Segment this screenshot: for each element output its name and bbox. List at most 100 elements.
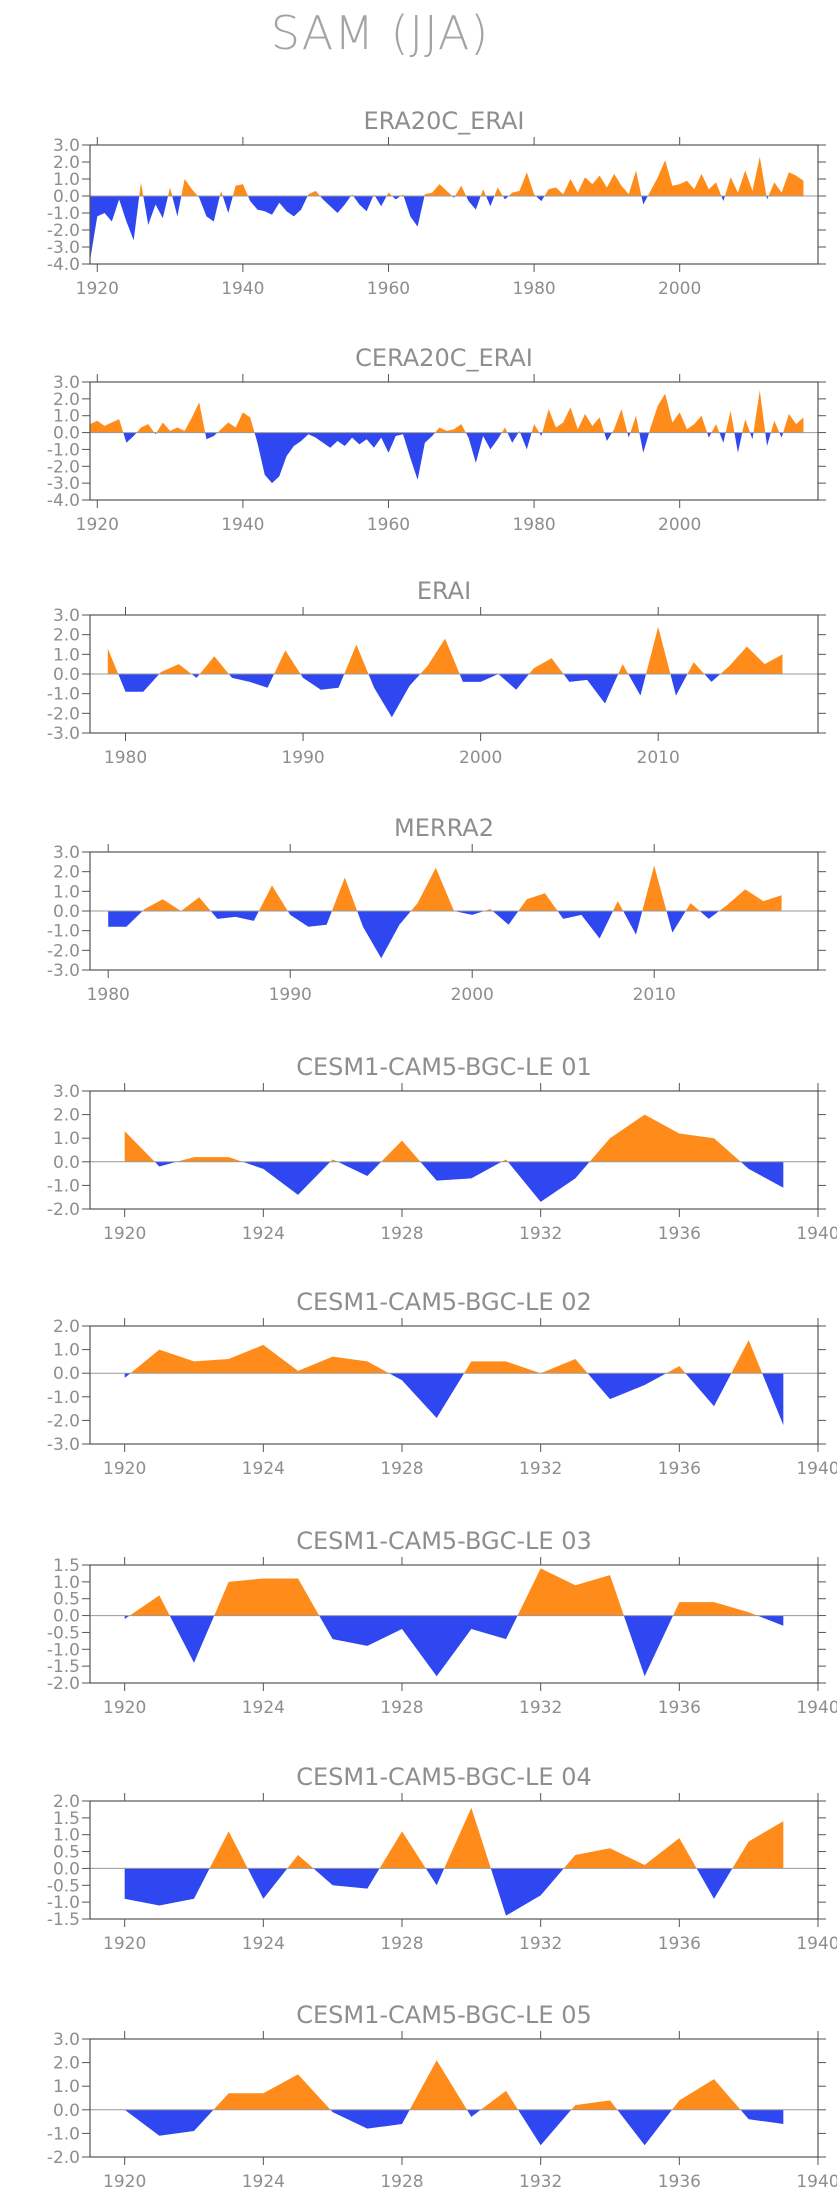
x-tick-label: 1928 bbox=[380, 1459, 423, 1479]
chart-panel-3: 3.02.01.00.0-1.0-2.0-3.0 1980 1990 2000 2010… bbox=[47, 577, 826, 768]
x-tick-label: 1980 bbox=[87, 985, 130, 1005]
y-tick-label: -4.0 bbox=[47, 491, 80, 511]
x-tick-label: 1924 bbox=[242, 1224, 285, 1244]
x-tick-label: 2000 bbox=[658, 515, 701, 535]
chart-panel-6: 2.0 1.0 0.0 -1.0 -2.0 -3.0 1920 1924 1928 1932 193… bbox=[47, 1288, 837, 1479]
x-tick-label: 1940 bbox=[796, 1224, 837, 1244]
y-tick-label: -1.5 bbox=[47, 1910, 80, 1930]
x-tick-label: 1940 bbox=[796, 1698, 837, 1718]
y-tick-label: 1.0 bbox=[53, 1826, 80, 1846]
positive-area bbox=[90, 390, 804, 433]
panel-title: ERAI bbox=[417, 577, 471, 605]
y-tick-label: -0.5 bbox=[47, 1876, 80, 1896]
x-tick-label: 1920 bbox=[103, 1698, 146, 1718]
x-tick-label: 1928 bbox=[380, 2172, 423, 2192]
y-tick-label: -2.0 bbox=[47, 704, 80, 724]
y-tick-label: 1.0 bbox=[53, 645, 80, 665]
plot-frame bbox=[89, 1564, 819, 1684]
x-tick-label: 1936 bbox=[658, 1698, 701, 1718]
y-tick-label: 3.0 bbox=[53, 136, 80, 156]
negative-area bbox=[124, 1615, 784, 1677]
x-tick-label: 2000 bbox=[459, 748, 502, 768]
y-tick-label: -0.5 bbox=[47, 1623, 80, 1643]
y-tick-label: -1.0 bbox=[47, 1388, 80, 1408]
y-tick-label: 0.0 bbox=[53, 424, 80, 444]
positive-area bbox=[124, 2060, 784, 2110]
y-tick-label: -3.0 bbox=[47, 724, 80, 744]
y-tick-label: 1.0 bbox=[53, 1341, 80, 1361]
x-tick-label: 1928 bbox=[380, 1224, 423, 1244]
x-tick-label: 1990 bbox=[281, 748, 324, 768]
chart-panel-9: 3.0 2.0 1.0 0.0 -1.0 -2.0 1920 1924 1928 1932 1936… bbox=[47, 2001, 837, 2192]
y-tick-label: 2.0 bbox=[53, 1792, 80, 1812]
panel-title: CESM1-CAM5-BGC-LE 04 bbox=[296, 1763, 592, 1791]
y-tick-label: 0.0 bbox=[53, 2101, 80, 2121]
y-tick-label: 3.0 bbox=[53, 843, 80, 863]
positive-area bbox=[90, 156, 804, 196]
y-tick-label: -3.0 bbox=[47, 474, 80, 494]
negative-area bbox=[124, 1868, 784, 1916]
panel-title: CESM1-CAM5-BGC-LE 05 bbox=[296, 2001, 592, 2029]
negative-area bbox=[124, 1161, 784, 1202]
y-tick-label: 0.5 bbox=[53, 1590, 80, 1610]
x-tick-label: 2010 bbox=[637, 748, 680, 768]
y-tick-label: -2.0 bbox=[47, 457, 80, 477]
y-tick-label: -2.0 bbox=[47, 221, 80, 241]
x-tick-label: 1936 bbox=[658, 1224, 701, 1244]
negative-area bbox=[90, 432, 804, 484]
y-tick-label: 2.0 bbox=[53, 1317, 80, 1337]
chart-panel-4: 3.02.01.00.0-1.0-2.0-3.0 1980 1990 2000 2010… bbox=[47, 814, 826, 1005]
y-tick-label: 0.0 bbox=[53, 1607, 80, 1627]
x-tick-label: 2010 bbox=[633, 985, 676, 1005]
x-tick-label: 1990 bbox=[269, 985, 312, 1005]
x-tick-label: 1924 bbox=[242, 1934, 285, 1954]
y-tick-label: 2.0 bbox=[53, 153, 80, 173]
y-tick-label: 2.0 bbox=[53, 2054, 80, 2074]
plot-frame bbox=[89, 1800, 819, 1920]
y-tick-label: 0.0 bbox=[53, 1859, 80, 1879]
x-tick-label: 1924 bbox=[242, 2172, 285, 2192]
y-tick-label: 3.0 bbox=[53, 606, 80, 626]
x-tick-label: 1928 bbox=[380, 1934, 423, 1954]
y-tick-label: -1.0 bbox=[47, 1176, 80, 1196]
y-tick-label: 0.0 bbox=[53, 665, 80, 685]
y-tick-label: 3.0 bbox=[53, 2030, 80, 2050]
x-tick-label: 1960 bbox=[367, 515, 410, 535]
chart-panel-8: 2.01.51.00.50.0-0.5-1.0-1.5 1920 1924 1928 1… bbox=[47, 1763, 837, 1954]
x-tick-label: 1940 bbox=[796, 1459, 837, 1479]
x-tick-label: 1920 bbox=[103, 1459, 146, 1479]
y-tick-label: 1.0 bbox=[53, 407, 80, 427]
x-tick-label: 1936 bbox=[658, 2172, 701, 2192]
x-tick-label: 1936 bbox=[658, 1934, 701, 1954]
negative-area bbox=[108, 911, 782, 959]
x-tick-label: 1932 bbox=[519, 1934, 562, 1954]
y-tick-label: -1.0 bbox=[47, 440, 80, 460]
y-tick-label: -2.0 bbox=[47, 2148, 80, 2168]
x-tick-label: 1932 bbox=[519, 1224, 562, 1244]
positive-area bbox=[108, 865, 782, 911]
panel-title: ERA20C_ERAI bbox=[364, 107, 525, 135]
y-tick-label: 1.0 bbox=[53, 2077, 80, 2097]
plot-frame bbox=[89, 2038, 819, 2158]
main-title: SAM (JJA) bbox=[270, 6, 490, 60]
y-tick-label: -1.0 bbox=[47, 922, 80, 942]
x-tick-label: 1940 bbox=[221, 515, 264, 535]
x-tick-label: 1980 bbox=[512, 515, 555, 535]
y-tick-label: -1.0 bbox=[47, 2124, 80, 2144]
positive-area bbox=[124, 1807, 784, 1869]
y-tick-label: 0.5 bbox=[53, 1843, 80, 1863]
y-tick-label: 2.0 bbox=[53, 390, 80, 410]
x-tick-label: 1920 bbox=[103, 1224, 146, 1244]
x-tick-label: 1980 bbox=[104, 748, 147, 768]
y-tick-label: 2.0 bbox=[53, 1106, 80, 1126]
x-tick-label: 1940 bbox=[221, 279, 264, 299]
y-tick-label: -1.0 bbox=[47, 204, 80, 224]
chart-panel-1: 3.02.01.00.0-1.0-2.0-3.0-4.0 1920 1940 1960… bbox=[47, 107, 826, 299]
y-tick-label: -2.0 bbox=[47, 1411, 80, 1431]
y-tick-label: 3.0 bbox=[53, 1082, 80, 1102]
y-tick-label: -3.0 bbox=[47, 238, 80, 258]
positive-area bbox=[107, 626, 783, 674]
negative-area bbox=[124, 1373, 784, 1426]
x-tick-label: 2000 bbox=[451, 985, 494, 1005]
